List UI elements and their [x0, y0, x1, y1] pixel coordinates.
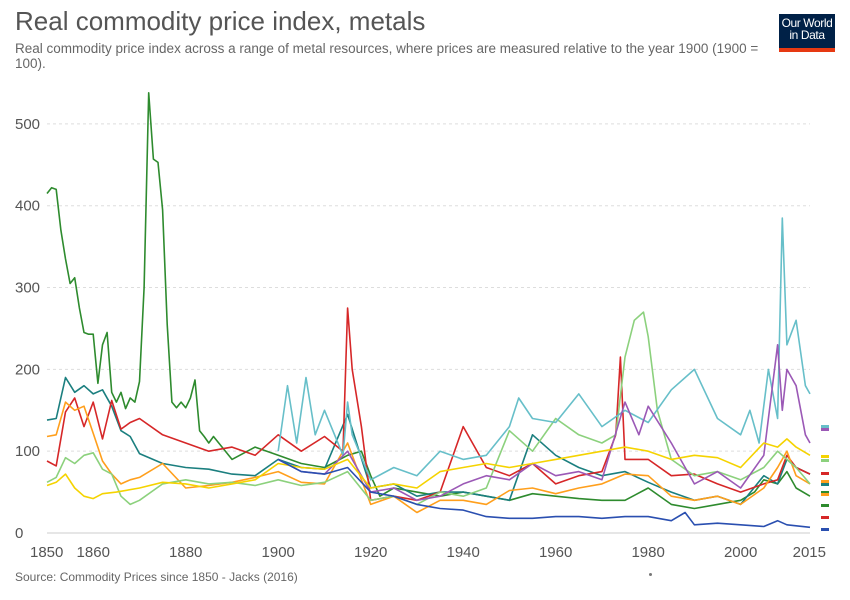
series-lines	[46, 92, 811, 529]
grid-lines	[47, 123, 810, 534]
x-tick-label: 2000	[724, 544, 757, 561]
series-line[interactable]	[277, 343, 811, 502]
chart-title: Real commodity price index, metals	[15, 6, 426, 36]
series-line[interactable]	[46, 401, 811, 514]
logo-line-1: Our World	[781, 16, 833, 30]
chart-subtitle: Real commodity price index across a rang…	[15, 41, 759, 71]
x-tick-label: 1860	[77, 544, 110, 561]
y-axis-tick-labels: 0 100 200 300 400 500	[15, 116, 40, 542]
series-line[interactable]	[46, 438, 811, 500]
x-tick-label: 1980	[631, 544, 664, 561]
legend-swatch[interactable]	[821, 516, 829, 519]
legend-swatch[interactable]	[821, 425, 829, 428]
series-line[interactable]	[277, 458, 811, 529]
logo-accent-bar	[779, 48, 835, 52]
y-tick-label: 400	[15, 198, 40, 215]
legend-swatch[interactable]	[821, 455, 829, 458]
legend-swatch[interactable]	[821, 493, 829, 496]
x-tick-label: 1940	[446, 544, 479, 561]
x-tick-label: 1900	[262, 544, 295, 561]
legend-swatch[interactable]	[821, 480, 829, 483]
line-chart: 0 100 200 300 400 500 1850 1860 1880 1900 1920 194…	[15, 92, 829, 561]
x-tick-label: 1960	[539, 544, 572, 561]
y-tick-label: 500	[15, 116, 40, 133]
series-line[interactable]	[277, 217, 811, 481]
series-line[interactable]	[46, 311, 811, 506]
x-axis-tick-labels: 1850 1860 1880 1900 1920 1940 1960 1980 2000 2015	[30, 544, 826, 561]
legend-swatch[interactable]	[821, 459, 829, 462]
legend-swatch[interactable]	[821, 483, 829, 486]
x-tick-label: 1920	[354, 544, 387, 561]
legend-swatch[interactable]	[821, 428, 829, 431]
y-tick-label: 0	[15, 525, 23, 542]
y-tick-label: 300	[15, 280, 40, 297]
legend-swatch[interactable]	[821, 504, 829, 507]
footer-dot-icon	[649, 573, 652, 576]
logo-line-2: in Data	[789, 28, 825, 42]
series-line[interactable]	[46, 307, 811, 502]
series-line[interactable]	[46, 92, 811, 510]
legend-swatch[interactable]	[821, 472, 829, 475]
legend-swatch[interactable]	[821, 491, 829, 494]
y-tick-label: 200	[15, 361, 40, 378]
x-tick-label: 2015	[793, 544, 826, 561]
owid-logo[interactable]: Our World in Data	[779, 14, 835, 52]
source-note[interactable]: Source: Commodity Prices since 1850 - Ja…	[15, 570, 298, 584]
legend-swatches	[821, 425, 829, 531]
y-tick-label: 100	[15, 443, 40, 460]
x-tick-label: 1880	[169, 544, 202, 561]
x-tick-label: 1850	[30, 544, 63, 561]
legend-swatch[interactable]	[821, 528, 829, 531]
